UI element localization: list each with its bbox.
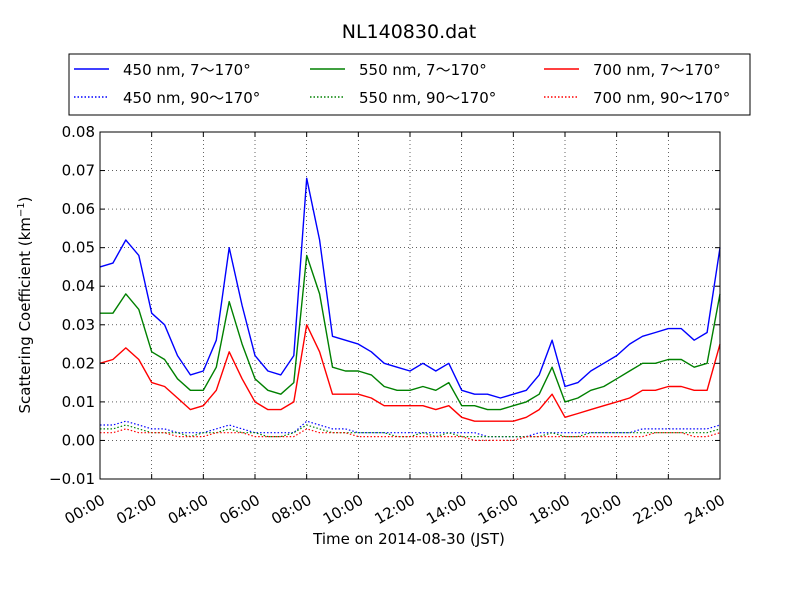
axis-ticks [99, 131, 721, 480]
plot-background [100, 132, 720, 479]
y-tick-label: 0.08 [62, 123, 95, 141]
legend-label: 450 nm, 90～170° [123, 89, 260, 107]
legend-label: 550 nm, 90～170° [359, 89, 496, 107]
legend-label: 550 nm, 7～170° [359, 61, 487, 79]
series-line-3 [99, 324, 721, 422]
y-tick-label: 0.06 [62, 200, 95, 218]
series-line-2 [100, 254, 721, 411]
legend: 450 nm, 7～170° 550 nm, 7～170° 700 nm, 7～17… [68, 53, 751, 116]
x-axis-label: Time on 2014-08-30 (JST) [312, 530, 505, 548]
legend-box [68, 53, 751, 116]
y-axis-label-close: ) [16, 196, 34, 202]
y-tick-label: 0.07 [62, 162, 95, 180]
y-tick-labels: −0.01 0.00 0.01 0.02 0.03 0.04 0.05 0.06 0.07 0.0… [49, 123, 95, 488]
y-tick-label: 0.00 [62, 431, 95, 449]
legend-label: 700 nm, 90～170° [593, 89, 730, 107]
legend-items: 450 nm, 7～170° 550 nm, 7～170° 700 nm, 7～17… [74, 61, 730, 107]
legend-label: 700 nm, 7～170° [593, 61, 721, 79]
series-line-1 [99, 177, 721, 399]
y-axis-label-main: Scattering Coefficient (km [16, 217, 34, 413]
y-tick-label: 0.03 [62, 316, 95, 334]
y-tick-label: −0.01 [49, 470, 95, 488]
y-axis-label: Scattering Coefficient (km−1) [16, 196, 34, 413]
plot-area [99, 131, 721, 480]
chart-title: NL140830.dat [342, 21, 477, 43]
y-tick-label: 0.01 [62, 393, 95, 411]
y-axis-label-exponent: −1 [16, 202, 27, 217]
y-tick-label: 0.04 [62, 277, 95, 295]
y-tick-label: 0.02 [62, 354, 95, 372]
y-tick-label: 0.05 [62, 239, 95, 257]
legend-label: 450 nm, 7～170° [123, 61, 251, 79]
series-layer [99, 177, 721, 441]
series-line-6 [100, 428, 721, 441]
